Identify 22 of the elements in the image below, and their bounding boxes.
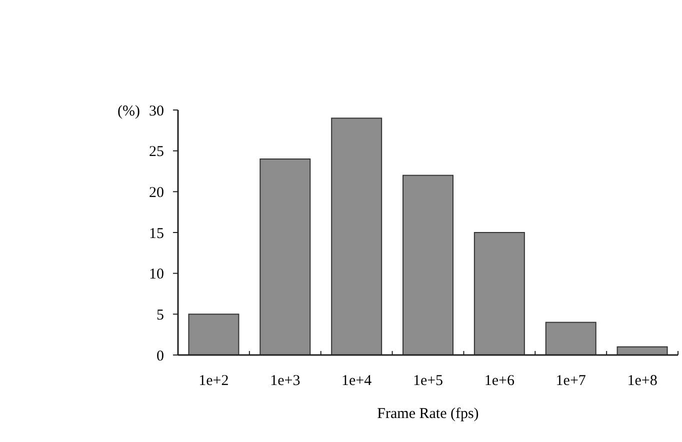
bar	[260, 158, 311, 356]
x-tick-label: 1e+2	[198, 373, 229, 389]
bar	[545, 322, 596, 356]
x-tick-label: 1e+5	[412, 373, 444, 389]
x-tick-label: 1e+6	[484, 373, 515, 389]
y-tick-label: 15	[149, 226, 164, 242]
y-tick-label: 10	[149, 266, 164, 283]
y-tick-label: 25	[149, 144, 164, 160]
y-tick-label: 0	[156, 348, 164, 364]
x-axis-title: Frame Rate (fps)	[377, 406, 479, 422]
bar	[188, 314, 240, 356]
bar	[402, 174, 454, 356]
x-tick-label: 1e+8	[627, 373, 658, 389]
y-axis-title: (%)	[118, 103, 140, 120]
x-tick-label: 1e+3	[270, 373, 300, 389]
y-tick-label: 30	[149, 103, 164, 120]
bar	[331, 118, 382, 356]
y-tick-label: 20	[149, 184, 164, 201]
y-tick-label: 5	[156, 307, 164, 324]
x-tick-label: 1e+4	[342, 373, 372, 389]
x-tick-label: 1e+7	[556, 373, 586, 389]
bar	[474, 232, 525, 356]
